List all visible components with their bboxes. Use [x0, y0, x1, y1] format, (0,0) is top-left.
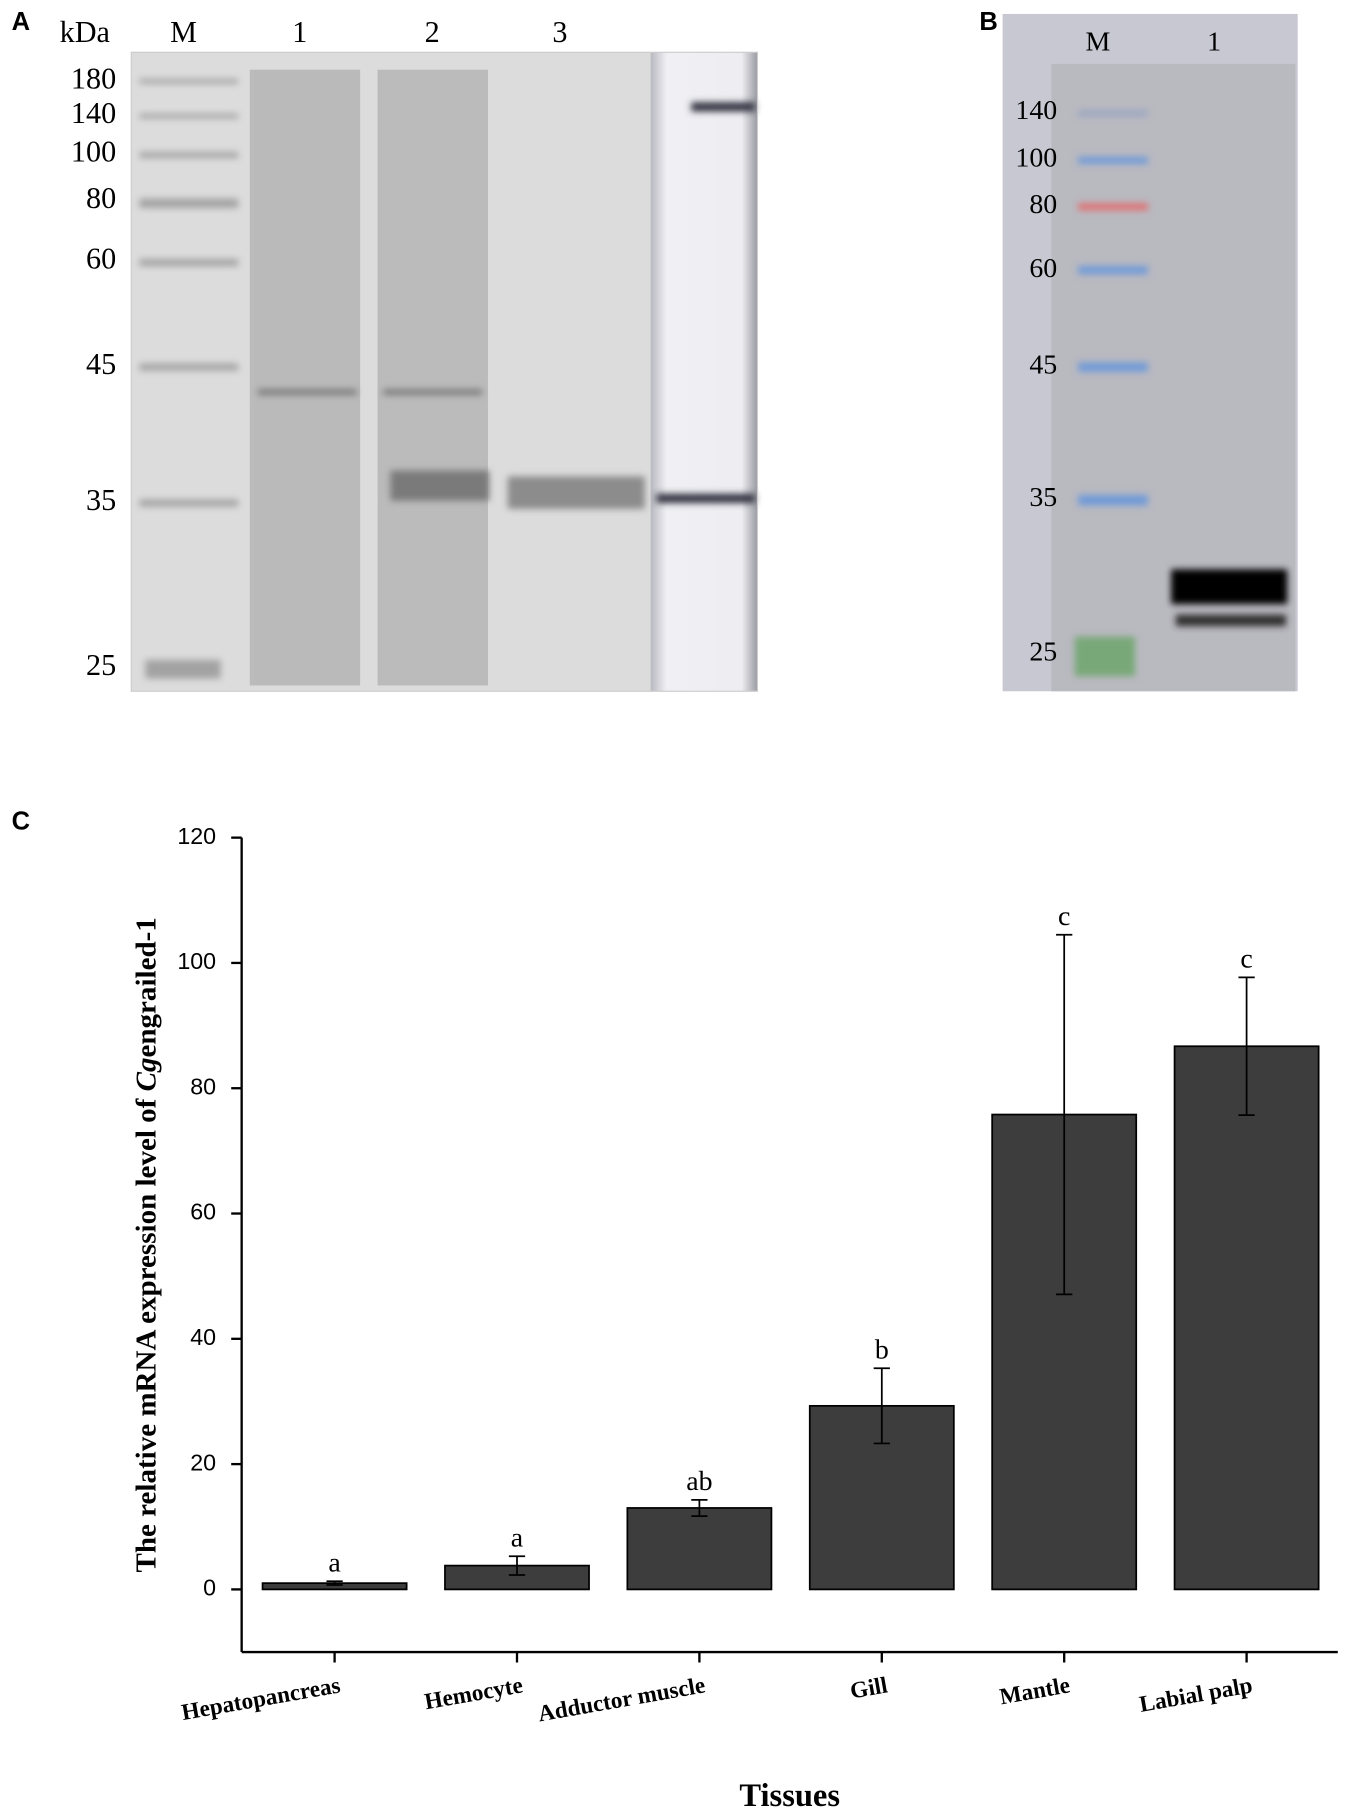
x-tick-label: Hemocyte [422, 1672, 524, 1715]
marker-label: 80 [1029, 189, 1057, 220]
marker-label: 60 [1029, 253, 1057, 284]
significance-letter: c [1058, 901, 1070, 932]
y-tick-label: 100 [177, 948, 216, 974]
significance-letter: a [511, 1522, 523, 1553]
y-axis-title-part: engrailed-1 [130, 917, 162, 1057]
marker-label: 80 [86, 181, 116, 215]
y-tick-label: 120 [177, 823, 216, 849]
y-tick-label: 60 [190, 1199, 216, 1225]
unit-label: kDa [60, 15, 110, 49]
bar [1173, 1045, 1320, 1591]
gel-a [130, 51, 759, 692]
x-tick-label: Mantle [998, 1672, 1072, 1710]
blot-b [1002, 13, 1298, 692]
y-tick-label: 20 [190, 1449, 216, 1475]
x-tick-label: Labial palp [1137, 1672, 1254, 1717]
marker-label: 60 [86, 241, 116, 275]
y-tick-label: 0 [203, 1575, 216, 1601]
significance-letter: c [1240, 943, 1252, 974]
x-tick-label: Gill [848, 1672, 890, 1704]
y-axis-title: The relative mRNA expression level of Cg… [130, 917, 162, 1572]
marker-label: 140 [1015, 95, 1057, 126]
marker-label: 45 [86, 347, 116, 381]
y-axis-title-part: The relative mRNA expression level of [130, 1091, 162, 1572]
lane-label: M [1085, 27, 1110, 58]
y-axis-title-part: Cg [130, 1057, 162, 1091]
marker-label: 45 [1029, 350, 1057, 381]
y-tick-label: 40 [190, 1324, 216, 1350]
lane-label: 2 [425, 15, 440, 49]
marker-label: 25 [86, 648, 116, 682]
marker-label: 25 [1029, 636, 1057, 667]
significance-letter: b [875, 1334, 889, 1365]
marker-label: 180 [71, 61, 116, 95]
x-axis-title: Tissues [739, 1778, 840, 1814]
panel-letter: A [12, 8, 30, 36]
significance-letter: ab [686, 1466, 712, 1497]
lane-label: 1 [292, 15, 307, 49]
significance-letter: a [328, 1547, 340, 1578]
x-tick-label: Hepatopancreas [179, 1672, 342, 1726]
marker-label: 100 [1015, 143, 1057, 174]
marker-label: 140 [71, 96, 116, 130]
marker-label: 100 [71, 134, 116, 168]
x-tick-label: Adductor muscle [536, 1672, 707, 1727]
panel-letter: C [12, 807, 30, 835]
lane-label: 3 [552, 15, 567, 49]
y-tick-label: 80 [190, 1073, 216, 1099]
lane-label: 4 [690, 15, 705, 49]
marker-label: 35 [1029, 482, 1057, 513]
lane-label: M [170, 15, 197, 49]
marker-label: 35 [86, 483, 116, 517]
panel-letter: B [979, 8, 997, 36]
bar-chart: 0 20 40 60 80 100 120 a Hepatopancreas a Hemocyte a… [130, 823, 1338, 1814]
lane-label: 1 [1207, 27, 1221, 58]
bar [626, 1507, 773, 1591]
